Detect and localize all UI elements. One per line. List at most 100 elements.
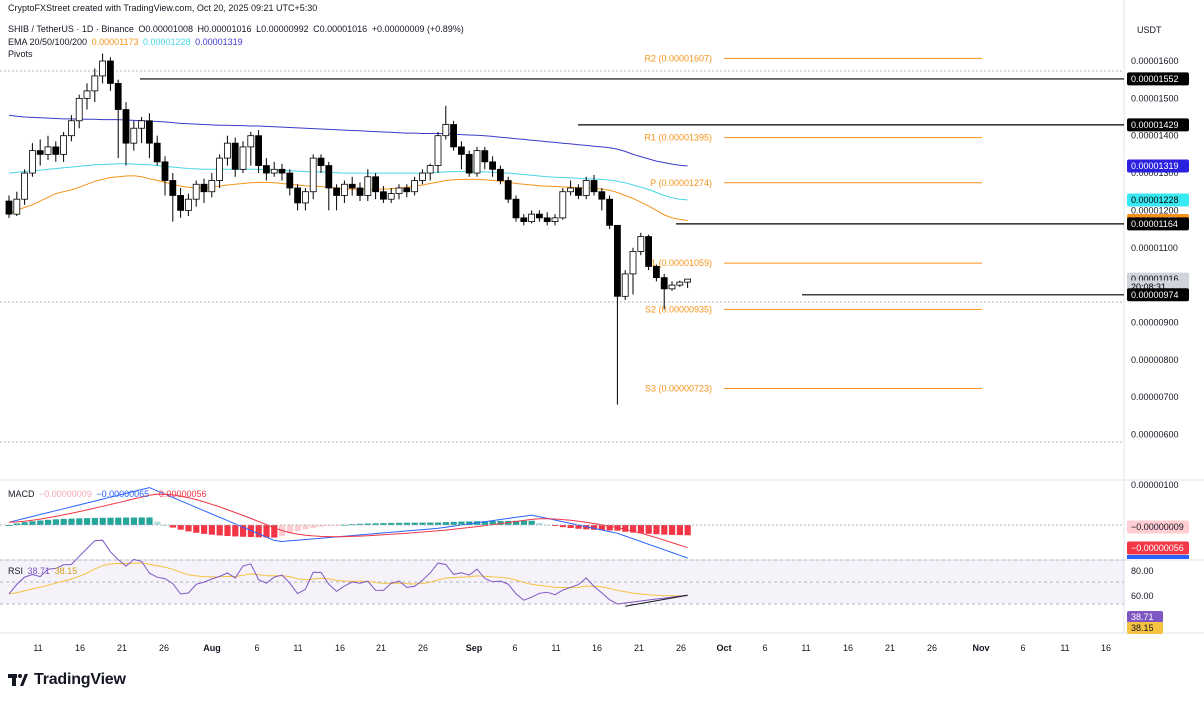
time-tick-label: 16 — [1101, 643, 1111, 653]
macd-histogram-bar — [591, 525, 598, 530]
candle-body — [75, 97, 83, 122]
candle-body — [52, 146, 60, 155]
candle-body — [637, 236, 645, 252]
candle-body — [645, 236, 652, 267]
candle-body — [629, 251, 637, 275]
macd-histogram-bar — [653, 525, 660, 535]
macd-histogram-bar — [676, 525, 683, 536]
macd-histogram-bar — [286, 525, 293, 534]
price-tag-label: 0.00001429 — [1131, 120, 1179, 130]
macd-histogram-bar — [427, 522, 434, 525]
price-tag-label: 0.00000974 — [1131, 290, 1179, 300]
macd-tick-label: 0.00000100 — [1131, 480, 1179, 490]
macd-histogram-bar — [263, 525, 270, 538]
macd-histogram-bar — [489, 521, 496, 525]
time-tick-label: 11 — [33, 643, 42, 653]
candle-body — [684, 278, 691, 283]
candle-body — [99, 60, 106, 77]
price-tag-label: 0.00001228 — [1131, 195, 1179, 205]
macd-histogram-bar — [45, 519, 52, 525]
price-tick-label: 0.00000600 — [1131, 430, 1179, 440]
macd-histogram-bar — [669, 525, 676, 535]
candle-body — [153, 142, 161, 163]
candle-body — [520, 217, 528, 223]
candle-body — [418, 172, 426, 181]
macd-line — [8, 487, 688, 559]
candle-body — [286, 172, 294, 189]
macd-histogram-bar — [497, 520, 504, 525]
macd-line-tag — [1127, 555, 1189, 559]
macd-line-value: −0.00000065 — [96, 489, 150, 499]
candle-body — [668, 284, 676, 290]
macd-histogram-bar — [177, 525, 184, 530]
time-tick-label: 6 — [1020, 643, 1025, 653]
candle-body — [13, 198, 21, 215]
candle-body — [161, 161, 169, 181]
rsi-ma-line — [8, 562, 688, 597]
macd-histogram-bar — [622, 525, 629, 532]
price-tag — [1127, 159, 1189, 173]
candle-body — [177, 195, 185, 211]
rsi-price-tag — [1127, 611, 1163, 623]
tradingview-logo[interactable]: TradingView — [8, 671, 126, 689]
macd-histogram-bar — [146, 517, 153, 525]
candle-body — [536, 213, 543, 219]
rsi-label: RSI — [8, 566, 24, 576]
time-tick-label: Aug — [203, 643, 221, 653]
candle-body — [614, 224, 621, 297]
brand-text: TradingView — [34, 671, 126, 688]
candle-body — [208, 180, 216, 193]
ohlc-high: H0.00001016 — [197, 24, 252, 34]
candle-body — [91, 75, 99, 92]
candle-body — [364, 176, 372, 196]
macd-histogram-bar — [442, 522, 449, 525]
macd-histogram-bar — [450, 521, 457, 525]
rsi-line — [8, 539, 688, 605]
macd-histogram-bar — [318, 525, 325, 527]
candle-body — [582, 180, 590, 196]
macd-histogram-bar — [76, 518, 83, 525]
pivot-label: R1 (0.00001395) — [644, 133, 712, 143]
macd-histogram-bar — [544, 524, 551, 526]
time-tick-label: Sep — [466, 643, 483, 653]
macd-histogram-bar — [91, 517, 98, 525]
candle-body — [660, 277, 668, 290]
candle-body — [473, 150, 481, 174]
candle-body — [434, 135, 442, 166]
macd-histogram-bar — [357, 523, 364, 525]
time-tick-label: 16 — [75, 643, 85, 653]
ema-legend: EMA 20/50/100/200 0.00001173 0.00001228 … — [8, 37, 245, 47]
ohlc-low: L0.00000992 — [256, 24, 309, 34]
candle-body — [575, 187, 582, 196]
macd-histogram-bar — [208, 525, 215, 535]
pivot-label: S1 (0.00001059) — [645, 258, 712, 268]
candle-body — [543, 217, 551, 223]
candle-body — [122, 109, 130, 144]
macd-histogram-bar — [21, 522, 28, 525]
macd-histogram-bar — [396, 522, 403, 525]
ema200-value: 0.00001319 — [195, 37, 243, 47]
macd-histogram-bar — [185, 525, 192, 532]
time-tick-label: Oct — [716, 643, 731, 653]
candle-body — [309, 157, 317, 193]
macd-histogram-bar — [583, 525, 590, 530]
price-tick-label: 0.00000800 — [1131, 355, 1179, 365]
candle-body — [528, 213, 535, 223]
candle-body — [278, 168, 286, 174]
macd-histogram-bar — [372, 523, 379, 525]
price-tag-label: 20:08:31 — [1131, 282, 1166, 292]
candle-body — [403, 187, 411, 193]
candle-body — [340, 183, 348, 196]
ema50-value: 0.00001173 — [91, 37, 139, 47]
candle-body — [450, 124, 458, 148]
price-tag — [1127, 118, 1189, 132]
rsi-legend: RSI 38.71 38.15 — [8, 566, 79, 576]
price-tick-label: 0.00001300 — [1131, 168, 1179, 178]
macd-histogram-bar — [684, 525, 691, 536]
time-tick-label: 21 — [634, 643, 644, 653]
price-tick-label: 0.00001500 — [1131, 93, 1179, 103]
macd-histogram-bar — [271, 525, 278, 538]
macd-histogram-bar — [99, 517, 106, 525]
